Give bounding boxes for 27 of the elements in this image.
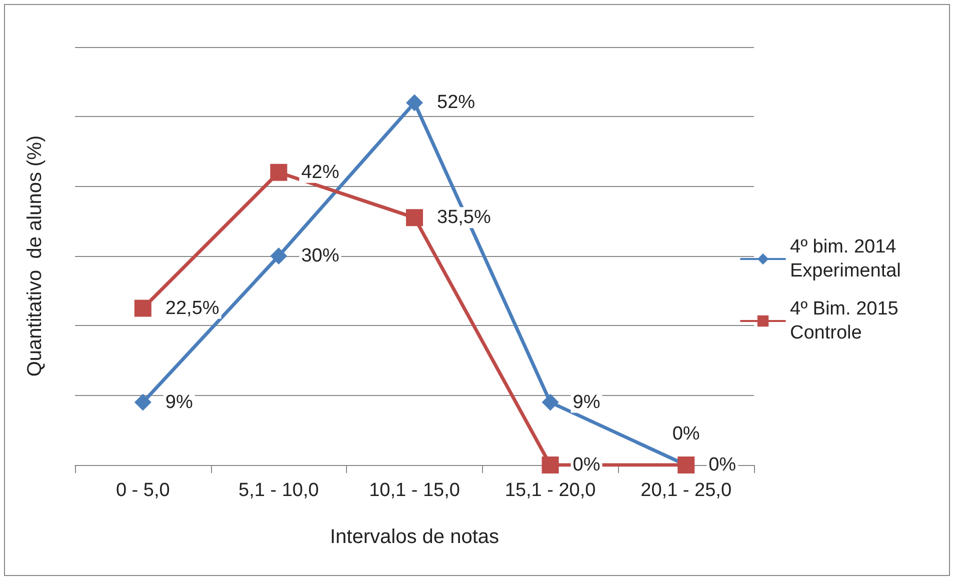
data-label: 9% [165, 392, 193, 413]
point [134, 394, 152, 411]
data-label: 30% [301, 246, 340, 266]
legend-label: 4º bim. 2014 Experimental [790, 236, 902, 282]
legend-label: 4º Bim. 2015 Controle [790, 298, 904, 344]
x-axis-title: Intervalos de notas [330, 526, 499, 548]
point [406, 94, 423, 112]
point [406, 209, 423, 226]
data-label: 9% [572, 392, 600, 413]
y-axis-title: Quantitativo de alunos (%) [24, 135, 46, 377]
point [542, 394, 559, 411]
data-label: 42% [301, 162, 340, 183]
x-tick-label: 0 - 5,0 [116, 480, 170, 501]
data-label: 0% [572, 454, 600, 476]
point [270, 164, 288, 181]
data-label: 0% [672, 424, 700, 444]
x-tick-label: 5,1 - 10,0 [238, 480, 319, 501]
point [134, 300, 152, 317]
point [542, 456, 559, 474]
data-label: 52% [437, 92, 476, 114]
data-label: 22,5% [165, 298, 220, 319]
data-label: 0% [708, 454, 736, 476]
x-tick-label: 15,1 - 20,0 [504, 480, 596, 501]
point [270, 248, 288, 264]
data-label: 35,5% [437, 207, 491, 228]
x-tick-label: 10,1 - 15,0 [369, 480, 460, 501]
x-tick-label: 20,1 - 25,0 [640, 480, 732, 501]
